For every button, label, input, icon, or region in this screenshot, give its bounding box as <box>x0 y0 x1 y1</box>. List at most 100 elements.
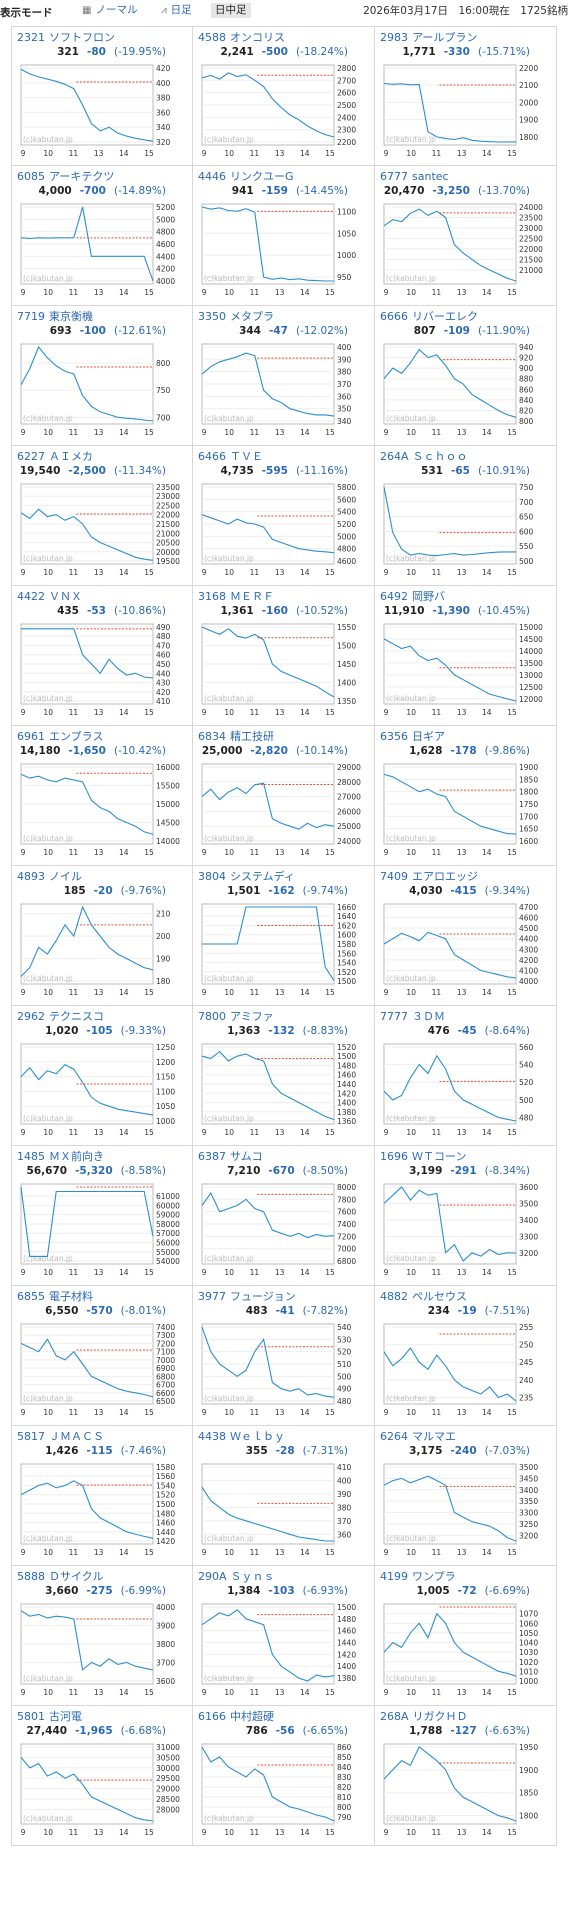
stock-code-link[interactable]: 6264 <box>380 1430 408 1443</box>
intraday-chart[interactable]: 3200 3250 3300 3350 3400 3450 3500 9 10 11 13 14 15 (… <box>380 1460 552 1558</box>
stock-name-link[interactable]: ＴＶＥ <box>230 450 263 463</box>
stock-code-link[interactable]: 6666 <box>380 310 408 323</box>
intraday-chart[interactable]: 6500660067006800690070007100720073007400… <box>17 1320 189 1418</box>
stock-name-link[interactable]: Ｓｙｎｓ <box>230 1570 275 1583</box>
stock-code-link[interactable]: 6387 <box>198 1150 226 1163</box>
intraday-chart[interactable]: 180 190 200 210 9 10 11 13 14 15 (c)kabutan.jp <box>17 900 189 998</box>
tab-normal[interactable]: ▦ ノーマル <box>82 3 140 18</box>
stock-name-link[interactable]: メタプラ <box>230 310 274 323</box>
intraday-chart[interactable]: 320 340 360 380 400 420 9 10 11 13 14 15 (c)kabutan.… <box>17 61 189 159</box>
stock-card[interactable]: 6387 サムコ 7,210 -670 (-8.50%) 6800 7000 7200 7400… <box>193 1146 375 1286</box>
stock-name-link[interactable]: リガクＨＤ <box>412 1710 468 1723</box>
stock-name-link[interactable]: ＷＴコーン <box>412 1150 467 1163</box>
intraday-chart[interactable]: 4000 4200 4400 4600 4800 5000 5200 9 10 11 13 14 15 (… <box>17 200 189 298</box>
stock-code-link[interactable]: 3977 <box>198 1290 226 1303</box>
stock-name-link[interactable]: リバーエレク <box>412 310 478 323</box>
stock-card[interactable]: 3350 メタプラ 344 -47 (-12.02%) 340 350 360 370 380 39… <box>193 306 375 446</box>
stock-card[interactable]: 6666 リバーエレク 807 -109 (-11.90%) 800 820 840 860 88… <box>375 306 557 446</box>
stock-code-link[interactable]: 6356 <box>380 730 408 743</box>
intraday-chart[interactable]: 3600 3700 3800 3900 4000 9 10 11 13 14 15 (c)kabuta… <box>17 1600 189 1698</box>
stock-card[interactable]: 264A Ｓｃｈｏｏ 531 -65 (-10.91%) 500 550 600 650 700 7… <box>375 446 557 586</box>
stock-card[interactable]: 4438 Ｗｅｌｂｙ 355 -28 (-7.31%) 360 370 380 390 400 41… <box>193 1426 375 1566</box>
stock-card[interactable]: 5888 Ｄサイクル 3,660 -275 (-6.99%) 3600 3700 3800 39… <box>11 1566 193 1706</box>
stock-code-link[interactable]: 7409 <box>380 870 408 883</box>
intraday-chart[interactable]: 1800 1850 1900 1950 9 10 11 13 14 15 (c)kabutan.jp <box>380 1740 552 1838</box>
stock-code-link[interactable]: 6777 <box>380 170 408 183</box>
stock-name-link[interactable]: 古河電 <box>49 1710 82 1723</box>
stock-code-link[interactable]: 4438 <box>198 1430 226 1443</box>
stock-card[interactable]: 7409 エアロエッジ 4,030 -415 (-9.34%) 4000 4100 4200 4… <box>375 866 557 1006</box>
stock-name-link[interactable]: Ｄサイクル <box>49 1570 104 1583</box>
tab-daily[interactable]: ⩘ 日足 <box>161 3 195 18</box>
stock-code-link[interactable]: 2321 <box>17 31 45 44</box>
intraday-chart[interactable]: 700 750 800 9 10 11 13 14 15 (c)kabutan.jp <box>17 340 189 438</box>
stock-code-link[interactable]: 5817 <box>17 1430 45 1443</box>
intraday-chart[interactable]: 500 550 600 650 700 750 9 10 11 13 14 15 (c)kabutan.… <box>380 480 552 578</box>
stock-card[interactable]: 2321 ソフトフロン 321 -80 (-19.95%) 320 340 360 380 400… <box>11 26 193 166</box>
stock-card[interactable]: 2962 テクニスコ 1,020 -105 (-9.33%) 1000 1050 1100 11… <box>11 1006 193 1146</box>
intraday-chart[interactable]: 235 240 245 250 255 9 10 11 13 14 15 (c)kabutan.jp <box>380 1320 552 1418</box>
stock-card[interactable]: 1485 ＭＸ前向き 56,670 -5,320 (-8.58%) 54000 55000 5… <box>11 1146 193 1286</box>
stock-name-link[interactable]: ３ＤＭ <box>412 1010 445 1023</box>
tab-intraday[interactable]: 日中足 <box>211 3 251 18</box>
stock-name-link[interactable]: ＭＥＲＦ <box>230 590 274 603</box>
stock-name-link[interactable]: Ｗｅｌｂｙ <box>230 1430 285 1443</box>
intraday-chart[interactable]: 1950020000205002100021500220002250023000… <box>17 480 189 578</box>
stock-code-link[interactable]: 5888 <box>17 1570 45 1583</box>
stock-card[interactable]: 6085 アーキテクツ 4,000 -700 (-14.89%) 4000 4200 4400… <box>11 166 193 306</box>
stock-code-link[interactable]: 3804 <box>198 870 226 883</box>
stock-name-link[interactable]: santec <box>412 170 449 183</box>
intraday-chart[interactable]: 3200 3300 3400 3500 3600 9 10 11 13 14 15 (c)kabuta… <box>380 1180 552 1278</box>
stock-card[interactable]: 3804 システムディ 1,501 -162 (-9.74%) 1500 1520 1540 1… <box>193 866 375 1006</box>
stock-name-link[interactable]: サムコ <box>230 1150 263 1163</box>
stock-card[interactable]: 4588 オンコリス 2,241 -500 (-18.24%) 2200 2300 2400 2… <box>193 26 375 166</box>
stock-code-link[interactable]: 4893 <box>17 870 45 883</box>
stock-card[interactable]: 6166 中村超硬 786 -56 (-6.65%) 790 800 810 820 830 840… <box>193 1706 375 1846</box>
intraday-chart[interactable]: 480 500 520 540 560 9 10 11 13 14 15 (c)kabutan.jp <box>380 1040 552 1138</box>
stock-card[interactable]: 3977 フュージョン 483 -41 (-7.82%) 480 490 500 510 520 5… <box>193 1286 375 1426</box>
stock-code-link[interactable]: 268A <box>380 1710 409 1723</box>
stock-name-link[interactable]: ＭＸ前向き <box>49 1150 104 1163</box>
stock-name-link[interactable]: 岡野バ <box>412 590 445 603</box>
stock-code-link[interactable]: 4882 <box>380 1290 408 1303</box>
stock-code-link[interactable]: 6492 <box>380 590 408 603</box>
stock-card[interactable]: 7800 アミファ 1,363 -132 (-8.83%) 1360 1380 1400 142… <box>193 1006 375 1146</box>
stock-card[interactable]: 4893 ノイル 185 -20 (-9.76%) 180 190 200 210 9 10 11 13… <box>11 866 193 1006</box>
stock-name-link[interactable]: オンコリス <box>230 31 285 44</box>
stock-name-link[interactable]: マルマエ <box>412 1430 456 1443</box>
stock-name-link[interactable]: テクニスコ <box>49 1010 104 1023</box>
stock-card[interactable]: 6264 マルマエ 3,175 -240 (-7.03%) 3200 3250 3300 335… <box>375 1426 557 1566</box>
intraday-chart[interactable]: 340 350 360 370 380 390 400 9 10 11 13 14 15 (c)kabut… <box>198 340 370 438</box>
stock-name-link[interactable]: ワンプラ <box>412 1570 456 1583</box>
stock-card[interactable]: 1696 ＷＴコーン 3,199 -291 (-8.34%) 3200 3300 3400 35… <box>375 1146 557 1286</box>
stock-code-link[interactable]: 1696 <box>380 1150 408 1163</box>
stock-name-link[interactable]: リンクユーG <box>230 170 294 183</box>
stock-name-link[interactable]: ソフトフロン <box>49 31 115 44</box>
stock-name-link[interactable]: アミファ <box>230 1010 274 1023</box>
stock-code-link[interactable]: 6834 <box>198 730 226 743</box>
stock-card[interactable]: 5817 ＪＭＡＣＳ 1,426 -115 (-7.46%) 1420 1440 1460 14… <box>11 1426 193 1566</box>
stock-card[interactable]: 6855 電子材料 6,550 -570 (-8.01%) 6500 6600 6700 680… <box>11 1286 193 1426</box>
stock-card[interactable]: 4199 ワンプラ 1,005 -72 (-6.69%) 1000 1010 1020 1030… <box>375 1566 557 1706</box>
stock-card[interactable]: 6777 santec 20,470 -3,250 (-13.70%) 21000 2150… <box>375 166 557 306</box>
stock-card[interactable]: 6466 ＴＶＥ 4,735 -595 (-11.16%) 4600 4800 5000 520… <box>193 446 375 586</box>
stock-name-link[interactable]: Ｓｃｈｏｏ <box>412 450 468 463</box>
stock-name-link[interactable]: 中村超硬 <box>230 1710 274 1723</box>
stock-code-link[interactable]: 1485 <box>17 1150 45 1163</box>
intraday-chart[interactable]: 1000 1050 1100 1150 1200 1250 9 10 11 13 14 15 (c)ka… <box>17 1040 189 1138</box>
stock-code-link[interactable]: 2962 <box>17 1010 45 1023</box>
intraday-chart[interactable]: 1800 1900 2000 2100 2200 9 10 11 13 14 15 (c)kabuta… <box>380 61 552 159</box>
stock-name-link[interactable]: 精工技研 <box>230 730 274 743</box>
stock-card[interactable]: 5801 古河電 27,440 -1,965 (-6.68%) 28000 28500 290… <box>11 1706 193 1846</box>
stock-name-link[interactable]: システムディ <box>230 870 295 883</box>
intraday-chart[interactable]: 480 490 500 510 520 530 540 9 10 11 13 14 15 (c)kabut… <box>198 1320 370 1418</box>
stock-code-link[interactable]: 6855 <box>17 1290 45 1303</box>
stock-code-link[interactable]: 4422 <box>17 590 45 603</box>
intraday-chart[interactable]: 1600 1650 1700 1750 1800 1850 1900 9 10 11 13 14 15 (… <box>380 760 552 858</box>
